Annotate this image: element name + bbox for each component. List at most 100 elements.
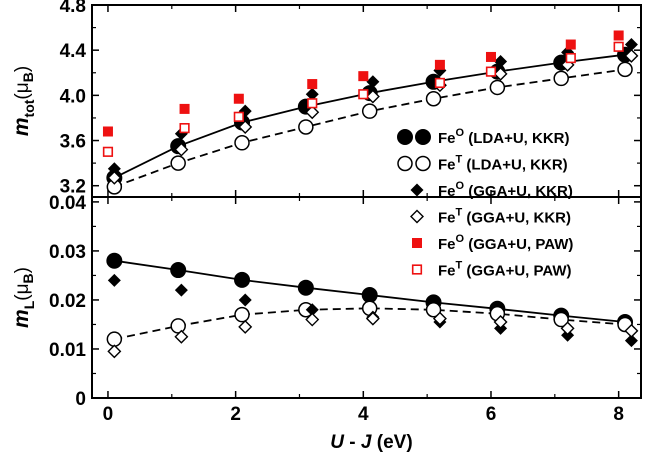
legend-label-rest: (GGA+U, PAW) — [462, 263, 571, 280]
data-point — [613, 30, 624, 41]
legend-label-base: Fe — [438, 157, 456, 174]
data-point — [425, 302, 442, 318]
legend-label: FeT (GGA+U, PAW) — [438, 260, 572, 280]
legend-label-base: Fe — [438, 183, 456, 200]
data-point — [305, 303, 319, 317]
y-tick-label: 4.8 — [60, 0, 86, 17]
data-point — [493, 315, 508, 330]
data-point — [358, 71, 369, 82]
data-point — [485, 66, 497, 77]
legend-marker — [415, 155, 431, 172]
data-point — [174, 329, 189, 344]
data-point — [107, 273, 121, 287]
data-point — [305, 312, 320, 327]
legend-marker — [397, 155, 413, 172]
data-point — [366, 75, 380, 89]
x-tick-label: 0 — [103, 404, 114, 425]
legend-entry: FeO (GGA+U, KKR) — [410, 180, 573, 200]
series-4 — [102, 30, 624, 137]
y-axis-title-sub: tot — [21, 99, 37, 117]
legend-label-sup: T — [456, 154, 463, 166]
legend-label-rest: (GGA+U, KKR) — [462, 210, 571, 227]
series-1 — [106, 300, 633, 347]
data-point — [624, 38, 638, 52]
data-point — [494, 54, 508, 68]
legend-marker — [415, 129, 431, 145]
data-point — [361, 287, 378, 304]
y-tick-label: 0.01 — [49, 340, 86, 361]
series-5 — [102, 41, 624, 157]
data-point — [493, 66, 508, 81]
x-tick-label: 4 — [358, 404, 369, 425]
legend-label: FeT (LDA+U, KKR) — [438, 154, 568, 174]
data-point — [553, 70, 569, 87]
series-2 — [107, 38, 638, 176]
legend-entry: FeT (GGA+U, KKR) — [410, 207, 571, 227]
data-point — [238, 319, 253, 334]
y-axis-title-close: ) — [12, 267, 33, 273]
legend: FeO (LDA+U, KKR)FeT (LDA+U, KKR)FeO (GGA… — [397, 127, 573, 280]
data-point — [358, 89, 369, 100]
data-point — [307, 79, 318, 90]
y-tick-label: 4.0 — [60, 86, 86, 107]
data-point — [565, 52, 576, 64]
data-point — [365, 89, 380, 104]
y-tick-label: 0 — [75, 389, 86, 410]
x-tick-label: 2 — [230, 404, 241, 425]
data-point — [102, 126, 113, 137]
legend-label-base: Fe — [438, 236, 456, 253]
plot-frame — [91, 196, 642, 399]
data-point — [179, 103, 190, 114]
data-point — [238, 119, 253, 134]
y-axis-title-paren-sub: B — [20, 72, 36, 82]
legend-label: FeT (GGA+U, KKR) — [438, 207, 571, 227]
data-point — [432, 311, 447, 326]
data-point — [106, 331, 123, 347]
y-axis-title-paren: (μ — [12, 283, 33, 300]
data-point — [297, 279, 314, 296]
y-axis-title-paren-sub: B — [20, 273, 36, 283]
x-axis-title: U - J (eV) — [330, 432, 412, 453]
y-tick-label: 0.03 — [49, 242, 86, 263]
legend-label-sup: T — [456, 260, 463, 272]
legend-label: FeO (GGA+U, KKR) — [438, 180, 573, 200]
legend-label-rest: (GGA+U, PAW) — [464, 236, 573, 253]
data-point — [102, 146, 114, 157]
legend-label-sup: O — [456, 233, 465, 245]
data-point — [361, 103, 378, 119]
legend-label-sup: O — [456, 180, 465, 192]
series-1 — [106, 61, 633, 195]
data-point — [565, 39, 576, 50]
data-point — [624, 334, 638, 348]
x-axis-title-u: U — [330, 432, 345, 453]
data-point — [233, 111, 244, 122]
x-axis-title-j: J — [361, 432, 372, 453]
y-tick-label: 0.04 — [49, 193, 86, 214]
legend-entry: FeT (GGA+U, PAW) — [411, 260, 572, 280]
y-tick-label: 3.2 — [60, 177, 86, 198]
data-point — [425, 90, 442, 107]
legend-marker — [410, 183, 424, 197]
legend-label-sup: T — [456, 207, 463, 219]
legend-label: FeO (GGA+U, PAW) — [438, 233, 573, 253]
data-point — [305, 87, 319, 101]
data-point — [107, 170, 122, 185]
data-point — [174, 283, 188, 297]
data-point — [298, 119, 314, 135]
y-axis-title-main: m — [10, 117, 33, 136]
data-point — [613, 41, 624, 52]
x-tick-label: 6 — [486, 404, 497, 425]
data-point — [434, 59, 445, 70]
legend-entry: FeO (GGA+U, PAW) — [412, 233, 573, 253]
x-tick-label: 8 — [613, 404, 624, 425]
legend-label-rest: (LDA+U, KKR) — [462, 157, 567, 174]
legend-label-base: Fe — [438, 210, 456, 227]
y-axis-title: mtot(μB) — [10, 66, 37, 136]
data-point — [617, 61, 633, 78]
data-point — [233, 93, 244, 104]
data-point — [434, 77, 446, 89]
y-axis-title-main: m — [10, 309, 33, 328]
data-point — [489, 79, 506, 96]
data-point — [485, 51, 496, 62]
